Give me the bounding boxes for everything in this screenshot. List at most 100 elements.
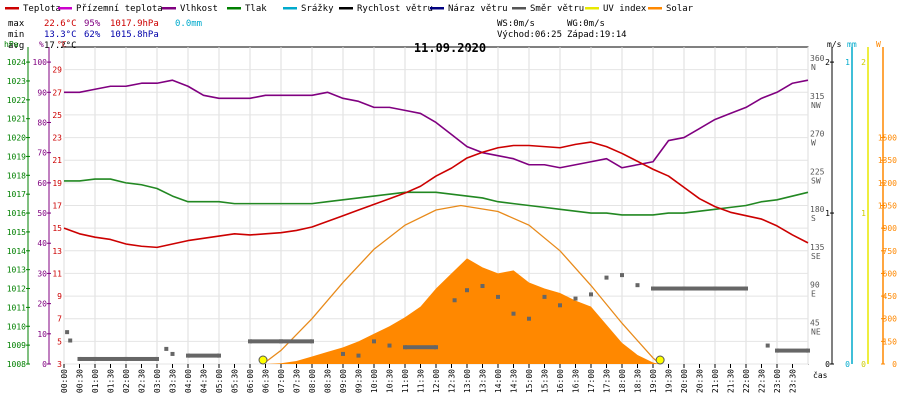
- tick-hpa: 1017: [7, 190, 26, 199]
- legend-label-2: Vlhkost: [180, 4, 218, 14]
- series-wind-dir-point: [558, 303, 562, 308]
- tick-hpa: 1023: [7, 77, 26, 86]
- axis-unit-degc: °C: [57, 40, 67, 49]
- axis-unit-time: čas: [813, 370, 828, 380]
- tick-pct: 20: [37, 300, 47, 309]
- tick-solar: 1200: [878, 179, 897, 188]
- tick-time: 22:00: [742, 369, 751, 393]
- tick-time: 00:30: [76, 369, 85, 393]
- series-wind-dir-point: [164, 346, 169, 351]
- series-wind-dir-point: [604, 275, 609, 280]
- tick-time: 19:30: [665, 369, 674, 393]
- series-wind-dir-point: [496, 294, 500, 299]
- legend-label-3: Tlak: [245, 4, 267, 14]
- tick-time: 04:30: [200, 369, 209, 393]
- tick-pct: 60: [37, 179, 47, 188]
- uv-marker-0: [258, 355, 268, 365]
- tick-time: 18:00: [618, 369, 627, 393]
- tick-temp: 9: [57, 292, 62, 301]
- tick-time: 04:00: [184, 369, 193, 393]
- tick-pct: 0: [42, 360, 47, 369]
- wg-text: WG:0m/s: [567, 19, 605, 29]
- tick-hpa: 1022: [7, 96, 26, 105]
- tick-uv: 0: [861, 360, 866, 369]
- tick-dir-label: E: [811, 290, 816, 299]
- tick-time: 15:30: [541, 369, 550, 393]
- tick-temp: 23: [52, 134, 62, 143]
- tick-solar: 600: [883, 269, 898, 278]
- tick-solar: 900: [883, 224, 898, 233]
- tick-hpa: 1011: [7, 303, 26, 312]
- axis-unit-mm: mm: [847, 40, 857, 49]
- tick-temp: 29: [52, 66, 62, 75]
- tick-dir-value: 180: [810, 205, 825, 214]
- tick-temp: 5: [57, 337, 62, 346]
- series-wind-dir-point: [527, 316, 531, 321]
- tick-pct: 100: [33, 58, 48, 67]
- stat-min-temp: 13.3°C: [44, 30, 77, 40]
- tick-time: 11:00: [401, 369, 410, 393]
- tick-time: 03:30: [169, 369, 178, 393]
- series-wind-dir-point: [387, 343, 392, 348]
- tick-dir-value: 90: [810, 281, 820, 290]
- tick-dir-label: N: [811, 63, 816, 72]
- tick-dir-label: NW: [811, 101, 821, 110]
- series-pressure: [64, 178, 809, 216]
- tick-time: 03:00: [153, 369, 162, 393]
- tick-hpa: 1008: [7, 360, 26, 369]
- tick-solar: 0: [892, 360, 897, 369]
- series-wind-dir-point: [310, 339, 314, 344]
- legend-swatch-5: [339, 7, 353, 10]
- uv-marker-1: [655, 355, 665, 365]
- tick-time: 15:00: [525, 369, 534, 393]
- tick-time: 20:30: [696, 369, 705, 393]
- tick-dir-value: 360: [810, 54, 825, 63]
- tick-temp: 19: [52, 179, 62, 188]
- axis-unit-w: W: [876, 40, 881, 49]
- series-wind-dir-run: [95, 356, 126, 361]
- tick-time: 23:30: [789, 369, 798, 393]
- tick-pct: 30: [37, 269, 47, 278]
- tick-pct: 70: [37, 149, 47, 158]
- series-solar-theory: [262, 204, 661, 365]
- tick-dir-value: 225: [810, 167, 825, 176]
- stat-max-temp: 22.6°C: [44, 19, 77, 29]
- legend-label-9: Solar: [666, 4, 694, 14]
- axis-unit-ms: m/s: [827, 40, 842, 49]
- series-temperature: [63, 141, 809, 249]
- tick-mm: 0: [845, 360, 850, 369]
- series-wind-dir-run: [684, 286, 715, 291]
- series-wind-dir-run: [715, 286, 746, 291]
- series-wind-dir-run: [281, 339, 312, 344]
- tick-time: 10:30: [386, 369, 395, 393]
- tick-dir-value: 270: [810, 130, 825, 139]
- tick-time: 09:30: [355, 369, 364, 393]
- tick-time: 01:30: [107, 369, 116, 393]
- tick-time: 05:00: [215, 369, 224, 393]
- tick-time: 02:30: [138, 369, 147, 393]
- stat-max-hum: 95%: [84, 19, 101, 29]
- tick-temp: 13: [52, 247, 62, 256]
- tick-hpa: 1018: [7, 171, 26, 180]
- sunset-text: Západ:19:14: [567, 30, 627, 40]
- tick-dir-label: SE: [811, 252, 821, 261]
- tick-pct: 50: [37, 209, 47, 218]
- tick-time: 02:00: [122, 369, 131, 393]
- tick-dir-label: NE: [811, 327, 821, 336]
- tick-temp: 7: [57, 315, 62, 324]
- stat-avg-label: avg: [8, 41, 24, 51]
- axes: 1008100910101011101210131014101510161017…: [7, 47, 897, 393]
- tick-uv: 1: [861, 209, 866, 218]
- tick-time: 12:30: [448, 369, 457, 393]
- series-wind-dir-point: [480, 284, 485, 289]
- tick-time: 13:00: [463, 369, 472, 393]
- tick-hpa: 1024: [7, 58, 26, 67]
- wind-info: WS:0m/s WG:0m/s Východ:06:25 Západ:19:14: [497, 19, 627, 40]
- tick-pct: 90: [37, 88, 47, 97]
- tick-temp: 25: [52, 111, 62, 120]
- series-wind-dir-point: [372, 339, 376, 344]
- tick-hpa: 1021: [7, 115, 26, 124]
- tick-time: 17:00: [587, 369, 596, 393]
- stat-max-label: max: [8, 19, 25, 29]
